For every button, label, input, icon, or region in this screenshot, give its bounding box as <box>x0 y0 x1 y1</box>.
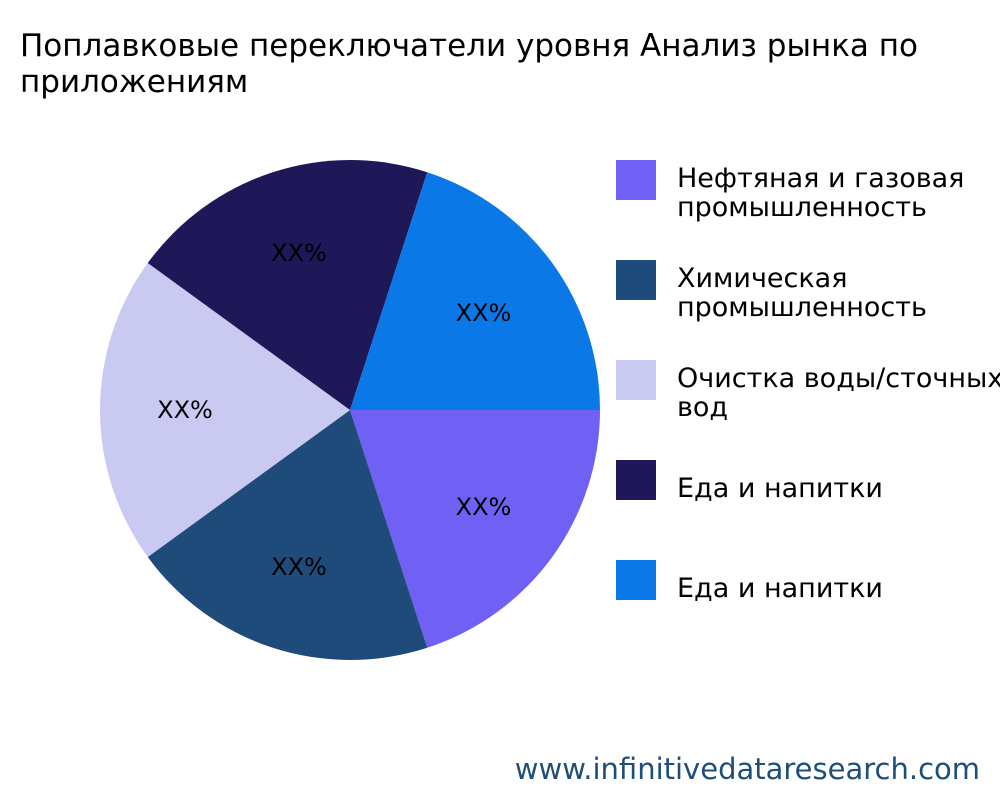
legend-swatch-4 <box>616 560 656 600</box>
legend-label-0: Нефтяная и газовая промышленность <box>677 164 965 222</box>
legend-item-1: Химическая промышленность <box>616 258 1000 322</box>
legend-item-2: Очистка воды/сточных вод <box>616 358 1000 422</box>
pie-slice-0 <box>350 410 600 648</box>
slice-label-3: XX% <box>271 239 327 267</box>
pie-slices <box>100 160 600 660</box>
chart-title: Поплавковые переключатели уровня Анализ … <box>20 28 919 100</box>
legend-label-3: Еда и напитки <box>677 474 883 503</box>
watermark: www.infinitivedataresearch.com <box>514 752 980 786</box>
slice-label-1: XX% <box>271 553 327 581</box>
legend-label-4: Еда и напитки <box>677 574 883 603</box>
legend-swatch-0 <box>616 160 656 200</box>
pie-slice-3 <box>147 160 428 410</box>
slice-label-0: XX% <box>456 493 512 521</box>
legend-item-4: Еда и напитки <box>616 558 1000 618</box>
legend-label-1: Химическая промышленность <box>677 264 927 322</box>
slice-label-2: XX% <box>157 396 213 424</box>
legend-swatch-1 <box>616 260 656 300</box>
legend-item-3: Еда и напитки <box>616 458 1000 518</box>
slice-label-4: XX% <box>456 299 512 327</box>
pie-slice-1 <box>147 410 428 660</box>
pie-labels: XX% XX% XX% XX% XX% <box>157 239 511 581</box>
legend-swatch-3 <box>616 460 656 500</box>
legend-swatch-2 <box>616 360 656 400</box>
legend-item-0: Нефтяная и газовая промышленность <box>616 158 1000 222</box>
pie-slice-2 <box>100 263 350 557</box>
pie-slice-4 <box>350 172 600 410</box>
legend-label-2: Очистка воды/сточных вод <box>677 364 1000 422</box>
